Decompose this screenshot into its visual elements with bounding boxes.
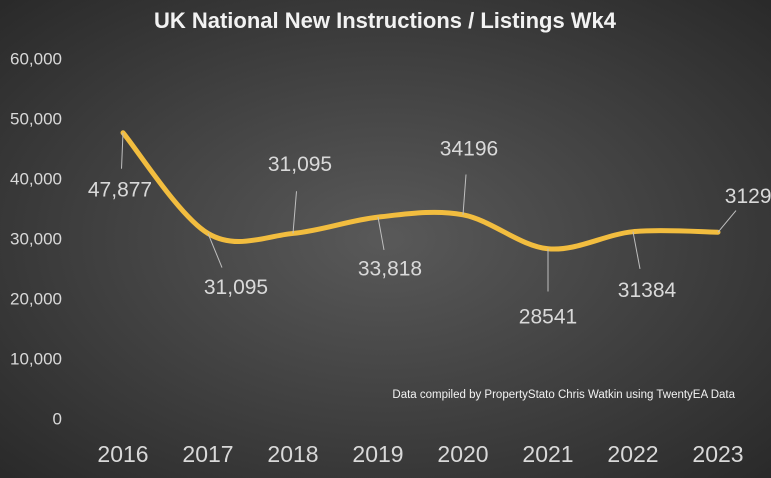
y-tick-label: 10,000 [10, 349, 62, 368]
data-label: 31,095 [204, 276, 268, 299]
y-tick-label: 0 [53, 409, 62, 428]
leader-line [717, 210, 737, 233]
data-label: 33,818 [358, 258, 422, 281]
y-tick-label: 20,000 [10, 289, 62, 308]
annotation: Data compiled by PropertyStato Chris Wat… [392, 389, 735, 401]
y-tick-label: 60,000 [10, 49, 62, 68]
x-tick-label: 2021 [522, 441, 573, 467]
x-tick-label: 2022 [607, 441, 658, 467]
leader-line [121, 132, 124, 169]
x-tick-label: 2019 [352, 441, 403, 467]
leader-line [632, 231, 641, 269]
y-tick-label: 30,000 [10, 229, 62, 248]
data-label: 34196 [440, 137, 498, 160]
x-tick-label: 2017 [182, 441, 233, 467]
data-label: 31384 [618, 279, 677, 302]
leader-line [292, 191, 297, 234]
x-tick-label: 2018 [267, 441, 318, 467]
data-label: 28541 [519, 305, 577, 328]
data-label: 31,095 [268, 153, 332, 176]
chart-title: UK National New Instructions / Listings … [154, 8, 617, 33]
x-tick-label: 2023 [692, 441, 743, 467]
y-tick-label: 40,000 [10, 169, 62, 188]
leader-line [462, 174, 467, 215]
x-tick-label: 2016 [97, 441, 148, 467]
leader-line [207, 233, 223, 268]
data-label: 47,877 [88, 178, 152, 201]
x-tick-label: 2020 [437, 441, 488, 467]
y-tick-label: 50,000 [10, 109, 62, 128]
leader-line [377, 217, 385, 251]
data-label: 31295 [725, 185, 771, 208]
